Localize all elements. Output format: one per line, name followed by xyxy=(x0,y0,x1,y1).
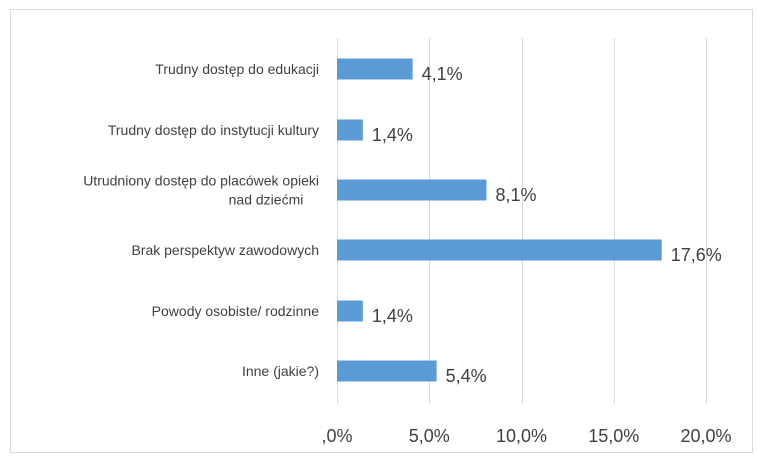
category-label-line: Inne (jakie?) xyxy=(242,363,319,379)
x-tick-label: 10,0% xyxy=(496,426,547,446)
bar xyxy=(337,360,437,382)
category-label-line: Trudny dostęp do instytucji kultury xyxy=(108,122,319,138)
category-label: Powody osobiste/ rodzinne xyxy=(152,303,320,319)
x-tick-label: 20,0% xyxy=(680,426,731,446)
bar xyxy=(337,239,662,261)
category-label: Trudny dostęp do edukacji xyxy=(155,61,319,77)
x-axis-tick-labels: ,0% 5,0% 10,0% 15,0% 20,0% xyxy=(321,426,731,446)
category-label: Trudny dostęp do instytucji kultury xyxy=(108,122,319,138)
value-labels: 4,1% 1,4% 8,1% 17,6% 1,4% 5,4% xyxy=(372,64,722,386)
bars xyxy=(337,58,662,382)
category-label-line: Trudny dostęp do edukacji xyxy=(155,61,319,77)
bar xyxy=(337,119,363,141)
category-label: Utrudniony dostęp do placówek opieki nad … xyxy=(83,173,319,208)
bar xyxy=(337,300,363,322)
value-label: 17,6% xyxy=(671,245,722,265)
value-label: 8,1% xyxy=(495,185,536,205)
value-label: 1,4% xyxy=(372,125,413,145)
value-label: 5,4% xyxy=(446,366,487,386)
category-labels: Trudny dostęp do edukacji Trudny dostęp d… xyxy=(83,61,319,379)
gridlines xyxy=(337,38,707,404)
category-label: Brak perspektyw zawodowych xyxy=(131,242,319,258)
value-label: 4,1% xyxy=(422,64,463,84)
category-label: Inne (jakie?) xyxy=(242,363,319,379)
bar xyxy=(337,58,413,80)
category-label-line: nad dziećmi xyxy=(229,192,304,208)
x-tick-label: 15,0% xyxy=(588,426,639,446)
bar xyxy=(337,179,487,201)
x-tick-label: 5,0% xyxy=(409,426,450,446)
category-label-line: Brak perspektyw zawodowych xyxy=(131,242,319,258)
category-label-line: Utrudniony dostęp do placówek opieki xyxy=(83,173,319,189)
x-tick-label: ,0% xyxy=(321,426,352,446)
category-label-line: Powody osobiste/ rodzinne xyxy=(152,303,320,319)
value-label: 1,4% xyxy=(372,306,413,326)
